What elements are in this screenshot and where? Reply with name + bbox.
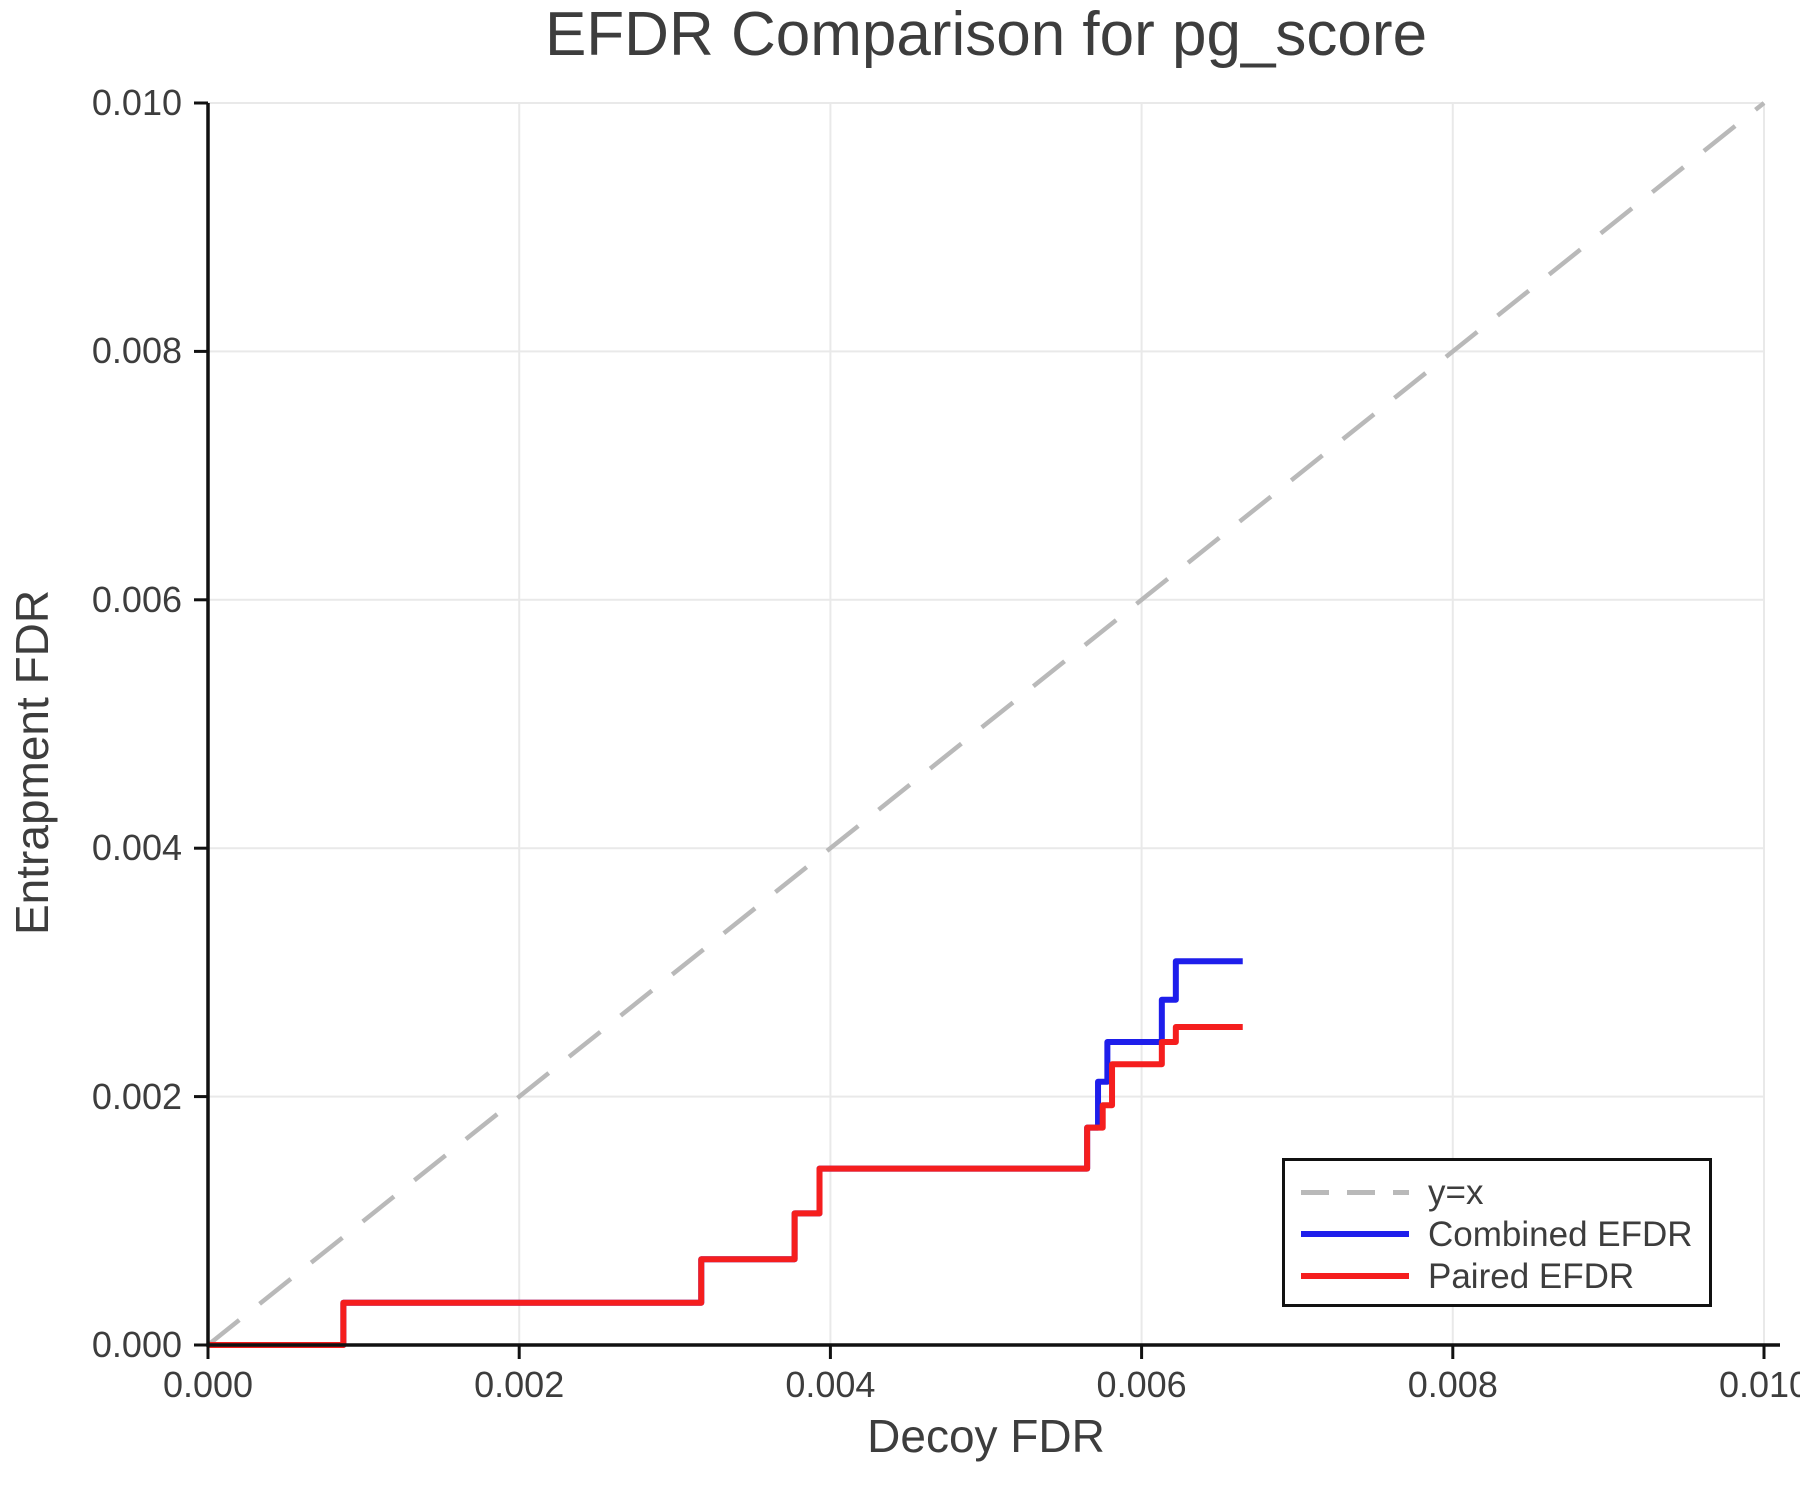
legend: y=x Combined EFDR Paired EFDR <box>1282 1158 1712 1307</box>
y-tick-label: 0.010 <box>91 82 182 123</box>
y-axis-label: Entrapment FDR <box>6 589 58 935</box>
y-tick-label: 0.002 <box>91 1075 182 1117</box>
x-tick-label: 0.010 <box>1718 1364 1800 1405</box>
paired-efdr-swatch <box>1301 1273 1409 1279</box>
x-tick-label: 0.002 <box>474 1364 565 1405</box>
y-tick-label: 0.006 <box>91 578 182 620</box>
legend-item: y=x <box>1301 1171 1709 1213</box>
x-tick-label: 0.004 <box>785 1364 876 1405</box>
y-tick-label: 0.000 <box>91 1324 182 1365</box>
y-tick-label: 0.008 <box>91 330 182 372</box>
legend-item: Paired EFDR <box>1301 1255 1709 1297</box>
x-axis-label: Decoy FDR <box>867 1410 1105 1462</box>
identity-line-swatch <box>1301 1189 1409 1195</box>
identity-line <box>206 101 1766 1347</box>
chart-title: EFDR Comparison for pg_score <box>544 0 1428 69</box>
x-tick-label: 0.008 <box>1407 1364 1498 1405</box>
x-tick-label: 0.000 <box>162 1364 254 1405</box>
y-tick-label: 0.004 <box>91 827 182 869</box>
axis-ticks <box>194 101 1766 1359</box>
legend-item: Combined EFDR <box>1301 1213 1709 1255</box>
combined-efdr-swatch <box>1301 1231 1409 1237</box>
legend-label: y=x <box>1428 1172 1484 1212</box>
paired-efdr-line <box>208 1024 1243 1348</box>
legend-label: Paired EFDR <box>1428 1256 1635 1296</box>
x-tick-label: 0.006 <box>1096 1364 1187 1405</box>
legend-label: Combined EFDR <box>1428 1214 1693 1254</box>
